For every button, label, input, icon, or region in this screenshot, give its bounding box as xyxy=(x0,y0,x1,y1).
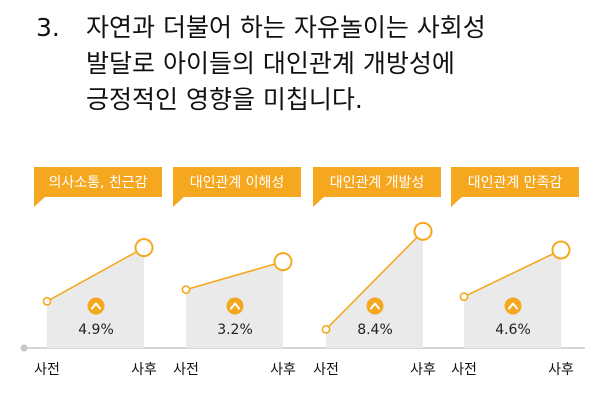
panel-1-title-pointer xyxy=(34,196,46,207)
panel-2-point-after xyxy=(273,252,293,272)
panel-1-tick-after: 사후 xyxy=(131,362,157,378)
panel-1-trend-line xyxy=(46,246,145,303)
panel-4-title-box xyxy=(451,167,579,197)
panel-1-title-box xyxy=(34,167,162,197)
panel-4-title-pointer xyxy=(451,196,463,207)
chevron-up-icon xyxy=(508,302,518,310)
heading-line-3: 긍정적인 영향을 미칩니다. xyxy=(86,85,363,114)
panel-3-title-label: 대인관계 개발성 xyxy=(330,175,425,191)
panel-2-change-value: 3.2% xyxy=(217,322,253,338)
panel-4-title-label: 대인관계 만족감 xyxy=(468,175,563,191)
baseline-start-dot xyxy=(20,344,28,352)
panel-1-tick-before: 사전 xyxy=(34,362,60,378)
heading-number: 3. xyxy=(36,13,60,42)
panel-4-point-before xyxy=(459,292,469,302)
chart-panels: 의사소통, 친근감 4.9% 사전 사후 대인관계 이해성 3.2% 사전 사후 대인관계 개발… xyxy=(34,167,579,378)
panel-3-area xyxy=(326,231,423,348)
panel-2-tick-after: 사후 xyxy=(270,362,296,378)
panel-1-point-before xyxy=(42,296,52,306)
panel-3-tick-before: 사전 xyxy=(313,362,339,378)
panel-4-up-badge xyxy=(504,297,522,315)
panel-1-point-after xyxy=(134,238,154,258)
panel-2-up-badge xyxy=(226,297,244,315)
panel-4-tick-after: 사후 xyxy=(548,362,574,378)
panel-4-tick-before: 사전 xyxy=(451,362,477,378)
panel-2-title-pointer xyxy=(173,196,185,207)
panel-3-tick-after: 사후 xyxy=(410,362,436,378)
panel-2-trend-line xyxy=(185,260,284,291)
panel-1-change-value: 4.9% xyxy=(78,322,114,338)
panel-3-change-value: 8.4% xyxy=(357,322,393,338)
panel-1-up-badge xyxy=(87,297,105,315)
heading-line-2: 발달로 아이들의 대인관계 개방성에 xyxy=(86,49,455,78)
chevron-up-icon xyxy=(370,302,380,310)
chevron-up-icon xyxy=(230,302,240,310)
panel-3-point-after xyxy=(413,221,433,241)
panel-3-trend-line xyxy=(325,230,424,330)
heading-line-1: 자연과 더불어 하는 자유놀이는 사회성 xyxy=(86,13,486,42)
panel-2-title-box xyxy=(173,167,301,197)
panel-3-point-before xyxy=(321,324,331,334)
panel-4-change-value: 4.6% xyxy=(495,322,531,338)
panel-3-title-box xyxy=(313,167,441,197)
panel-1-title-label: 의사소통, 친근감 xyxy=(48,175,147,191)
heading-text: 자연과 더불어 하는 자유놀이는 사회성 발달로 아이들의 대인관계 개방성에 … xyxy=(86,10,606,118)
panel-4-trend-line xyxy=(463,249,562,298)
panel-2-title-label: 대인관계 이해성 xyxy=(190,175,285,191)
panel-4-point-after xyxy=(551,240,571,260)
chevron-up-icon xyxy=(91,302,101,310)
panel-3-title-pointer xyxy=(313,196,325,207)
panel-3-up-badge xyxy=(366,297,384,315)
panel-2-point-before xyxy=(181,285,191,295)
panel-2-tick-before: 사전 xyxy=(173,362,199,378)
